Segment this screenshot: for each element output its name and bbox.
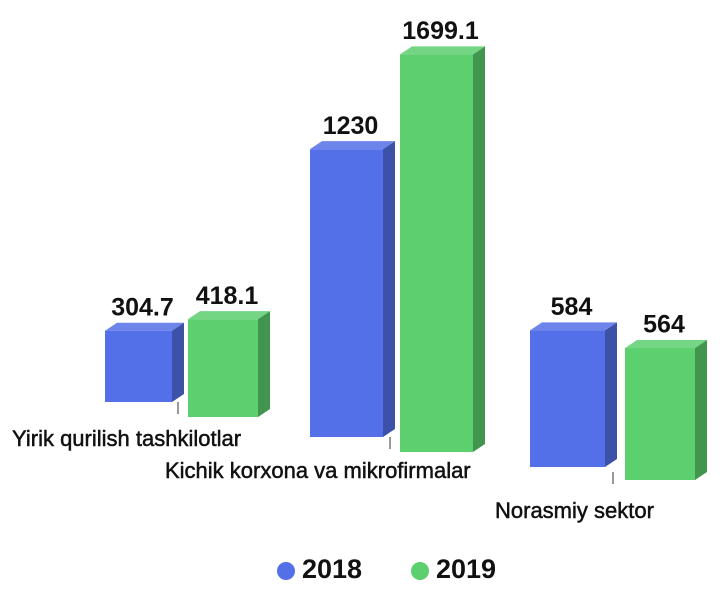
bar [105, 330, 172, 402]
value-label: 1699.1 [402, 17, 479, 45]
value-label: 584 [551, 293, 593, 321]
bar-side [605, 322, 617, 467]
value-label: 418.1 [196, 282, 259, 310]
legend-label: 2019 [436, 554, 496, 584]
legend-swatch [411, 562, 429, 580]
bar-top [310, 141, 395, 150]
value-label: 304.7 [111, 293, 174, 321]
bar [400, 54, 473, 453]
bar [530, 330, 605, 467]
bar-top [188, 311, 270, 320]
bar-top [625, 340, 707, 349]
bar-top [400, 46, 485, 55]
bar [625, 348, 695, 480]
bar-side [258, 311, 270, 417]
bar-side [383, 141, 395, 437]
category-label: Kichik korxona va mikrofirmalar [165, 458, 471, 483]
category-label: Yirik qurilish tashkilotlar [12, 426, 241, 451]
legend-label: 2018 [302, 554, 362, 584]
bar [188, 319, 258, 417]
bar [310, 149, 383, 437]
category-label: Norasmiy sektor [495, 498, 654, 523]
bar-side [473, 46, 485, 453]
bar-top [105, 322, 184, 331]
legend-swatch [277, 562, 295, 580]
value-label: 564 [643, 311, 685, 339]
bar-side [695, 340, 707, 480]
bar-side [172, 322, 184, 402]
value-label: 1230 [323, 112, 379, 140]
bar-top [530, 322, 617, 331]
